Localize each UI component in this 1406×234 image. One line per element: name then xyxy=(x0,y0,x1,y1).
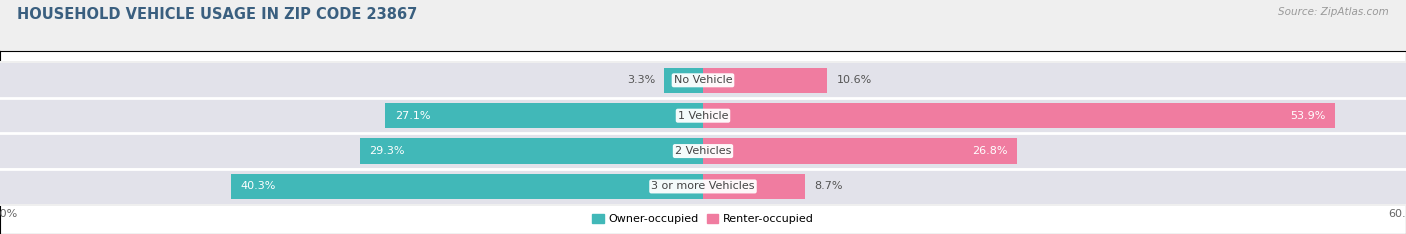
Bar xyxy=(385,103,703,128)
Text: HOUSEHOLD VEHICLE USAGE IN ZIP CODE 23867: HOUSEHOLD VEHICLE USAGE IN ZIP CODE 2386… xyxy=(17,7,418,22)
Bar xyxy=(703,169,1406,204)
Text: 29.3%: 29.3% xyxy=(368,146,405,156)
Text: 3 or more Vehicles: 3 or more Vehicles xyxy=(651,181,755,191)
Bar xyxy=(0,98,703,133)
Bar xyxy=(703,98,1406,133)
Bar xyxy=(703,103,1334,128)
Text: 2 Vehicles: 2 Vehicles xyxy=(675,146,731,156)
Text: No Vehicle: No Vehicle xyxy=(673,75,733,85)
Bar xyxy=(665,68,703,93)
Text: 1 Vehicle: 1 Vehicle xyxy=(678,111,728,121)
Bar xyxy=(703,138,1017,164)
Bar xyxy=(360,138,703,164)
Text: 3.3%: 3.3% xyxy=(627,75,655,85)
Bar xyxy=(703,134,1406,168)
Bar xyxy=(703,174,804,199)
Text: 53.9%: 53.9% xyxy=(1289,111,1324,121)
Bar xyxy=(231,174,703,199)
Text: 8.7%: 8.7% xyxy=(814,181,842,191)
Text: 27.1%: 27.1% xyxy=(395,111,430,121)
Text: 26.8%: 26.8% xyxy=(972,146,1008,156)
Legend: Owner-occupied, Renter-occupied: Owner-occupied, Renter-occupied xyxy=(588,209,818,228)
Text: 40.3%: 40.3% xyxy=(240,181,276,191)
Text: 10.6%: 10.6% xyxy=(837,75,872,85)
Text: Source: ZipAtlas.com: Source: ZipAtlas.com xyxy=(1278,7,1389,17)
Bar xyxy=(703,68,827,93)
Bar xyxy=(0,134,703,168)
Bar xyxy=(0,169,703,204)
Bar xyxy=(0,63,703,98)
Bar xyxy=(703,63,1406,98)
